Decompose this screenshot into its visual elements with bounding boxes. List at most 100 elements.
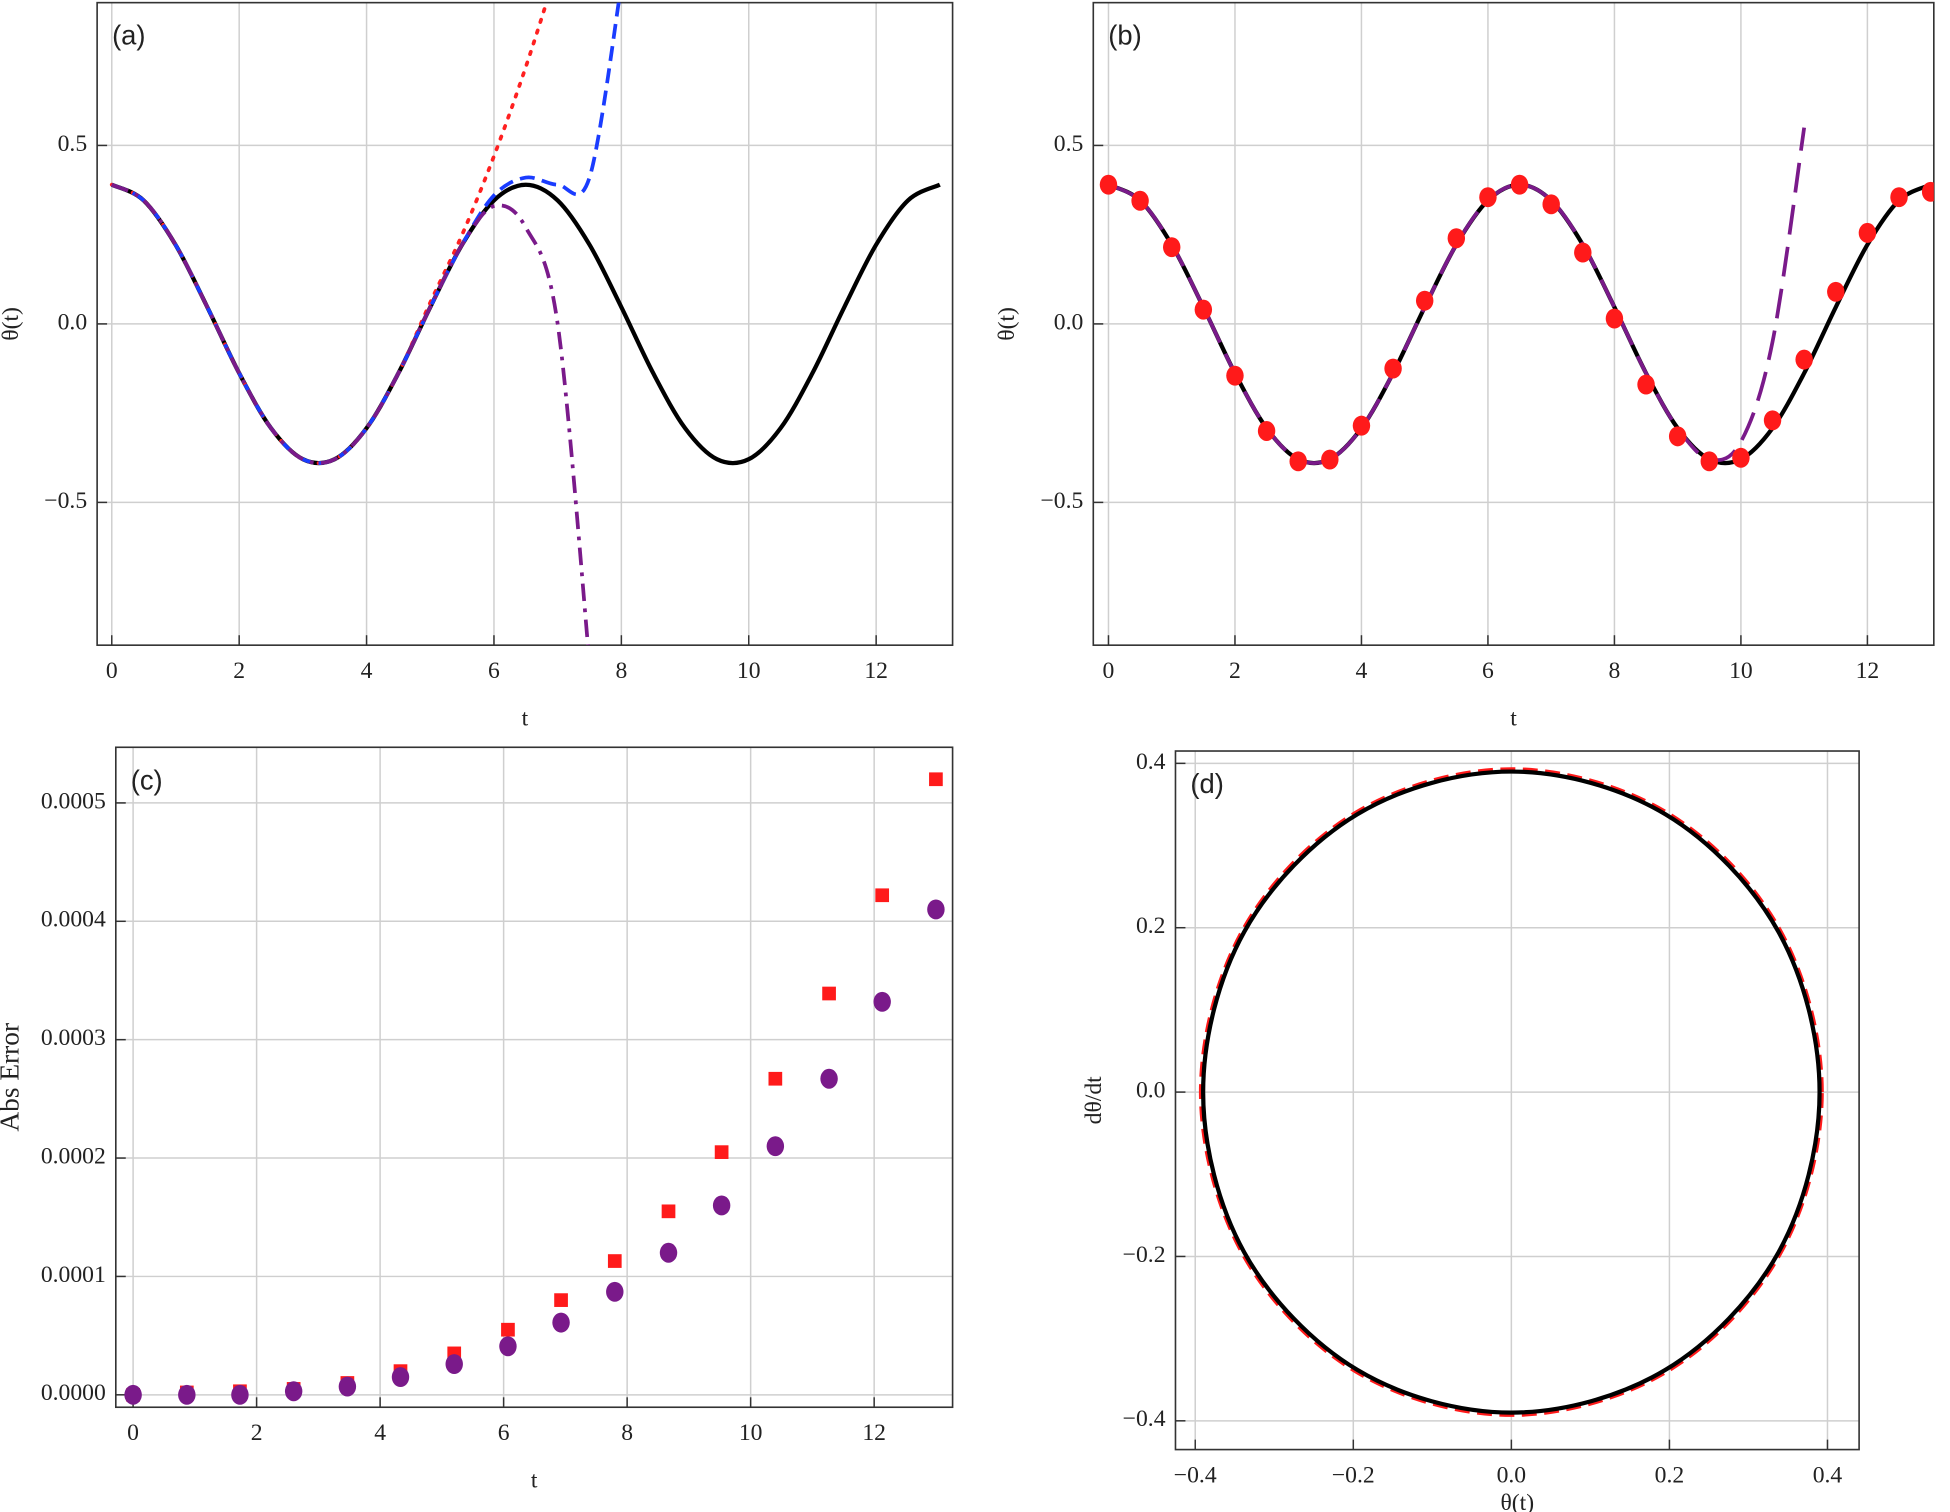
- marker: [607, 1254, 622, 1268]
- marker: [1163, 237, 1181, 258]
- marker: [1384, 358, 1402, 379]
- frame: [114, 746, 954, 1409]
- plot: 0 2 4 6 8 10 12 −0.5 0.0 0.5 (a) t θ(t): [0, 1, 954, 731]
- x-tick-label: 0.4: [1813, 1462, 1843, 1488]
- y-tick-label: 0.0005: [41, 788, 106, 814]
- frame: [1174, 750, 1860, 1451]
- y-tick-label: 0.0002: [41, 1143, 106, 1169]
- marker: [231, 1384, 249, 1405]
- panel-label: (d): [1190, 768, 1223, 799]
- y-tick-label: 0.0000: [41, 1380, 106, 1406]
- x-tick-label: 2: [233, 658, 245, 684]
- plot: −0.4 −0.2 0.0 0.2 0.4 −0.4 −0.2 0.0 0.2 0.4 (d) θ(t…: [1081, 749, 1860, 1512]
- x-tick-label: 0.2: [1655, 1462, 1685, 1488]
- x-tick-label: 8: [621, 1420, 633, 1446]
- x-tick-label: 4: [374, 1420, 386, 1446]
- y-tick-label: 0.0001: [41, 1262, 106, 1288]
- marker: [124, 1384, 142, 1405]
- marker: [1099, 174, 1118, 195]
- x-tick-label: 8: [1609, 658, 1621, 684]
- marker: [714, 1145, 729, 1159]
- marker: [445, 1354, 463, 1374]
- marker: [1795, 349, 1813, 370]
- series-group: [1099, 127, 1934, 472]
- x-tick-label: 10: [737, 658, 761, 684]
- marker: [284, 1381, 303, 1402]
- marker: [820, 1068, 838, 1089]
- marker: [1637, 374, 1655, 395]
- x-tick-label: 12: [1856, 658, 1880, 684]
- marker: [927, 899, 945, 920]
- y-tick-label: 0.5: [1054, 131, 1084, 157]
- series-line: [1107, 127, 1807, 465]
- marker: [552, 1312, 570, 1333]
- y-tick-label: −0.5: [1040, 488, 1083, 514]
- marker: [661, 1204, 676, 1219]
- y-tick-label: 0.0: [1054, 309, 1084, 335]
- marker: [1732, 447, 1750, 468]
- x-tick-label: 4: [361, 658, 373, 684]
- marker: [1542, 194, 1560, 215]
- marker: [338, 1376, 357, 1397]
- x-tick-label: 10: [1729, 658, 1753, 684]
- marker: [501, 1322, 515, 1337]
- x-tick-label: 6: [488, 658, 500, 684]
- marker: [1668, 426, 1687, 447]
- y-axis-label: dθ/dt: [1081, 1076, 1107, 1125]
- marker: [178, 1384, 196, 1405]
- x-tick-label: 8: [615, 658, 627, 684]
- x-tick-label: 10: [739, 1420, 763, 1446]
- x-tick-label: 12: [864, 658, 888, 684]
- frame: [96, 1, 954, 646]
- x-tick-label: 2: [251, 1420, 263, 1446]
- marker: [766, 1136, 785, 1157]
- panel-label: (a): [112, 20, 145, 51]
- plot: 0 2 4 6 8 10 12 0.0000 0.0001 0.0002 0.0003 0.0004 0…: [0, 746, 954, 1493]
- series-group: [124, 772, 945, 1405]
- marker: [1921, 181, 1934, 202]
- marker: [1574, 242, 1592, 263]
- x-tick-label: −0.2: [1332, 1462, 1375, 1488]
- x-tick-label: 0: [1103, 658, 1115, 684]
- x-axis-label: t: [522, 705, 529, 731]
- x-tick-label: 4: [1356, 658, 1368, 684]
- marker: [712, 1195, 731, 1216]
- marker: [659, 1242, 678, 1263]
- series-line: [109, 2, 549, 465]
- marker: [875, 888, 890, 903]
- marker: [1289, 451, 1307, 472]
- y-tick-label: −0.4: [1123, 1406, 1166, 1432]
- y-tick-label: −0.2: [1123, 1242, 1166, 1268]
- marker: [1194, 299, 1213, 320]
- marker: [499, 1336, 517, 1357]
- y-tick-label: −0.5: [44, 488, 87, 514]
- x-tick-label: 12: [862, 1420, 886, 1446]
- series-group: [109, 2, 941, 646]
- y-tick-label: 0.4: [1136, 749, 1166, 775]
- x-tick-label: 0: [127, 1420, 139, 1446]
- y-tick-label: 0.5: [58, 131, 88, 157]
- panel-label: (c): [131, 764, 163, 795]
- marker: [1226, 365, 1244, 386]
- x-tick-label: 0.0: [1497, 1462, 1527, 1488]
- x-axis-label: t: [1510, 705, 1517, 731]
- x-tick-label: 2: [1229, 658, 1241, 684]
- x-axis-label: t: [531, 1467, 538, 1493]
- y-tick-label: 0.0003: [41, 1025, 106, 1051]
- marker: [1858, 222, 1877, 243]
- marker: [768, 1071, 783, 1086]
- y-tick-label: 0.0004: [41, 907, 106, 933]
- marker: [1131, 190, 1149, 211]
- marker: [1827, 281, 1845, 302]
- marker: [554, 1293, 568, 1307]
- y-tick-label: 0.2: [1136, 913, 1166, 939]
- marker: [822, 986, 836, 1001]
- marker: [1415, 290, 1434, 311]
- marker: [1447, 228, 1466, 249]
- marker: [1605, 308, 1624, 329]
- frame: [1092, 1, 1935, 646]
- marker: [1890, 187, 1908, 208]
- marker: [929, 772, 943, 787]
- marker: [1352, 415, 1371, 436]
- marker: [391, 1367, 410, 1388]
